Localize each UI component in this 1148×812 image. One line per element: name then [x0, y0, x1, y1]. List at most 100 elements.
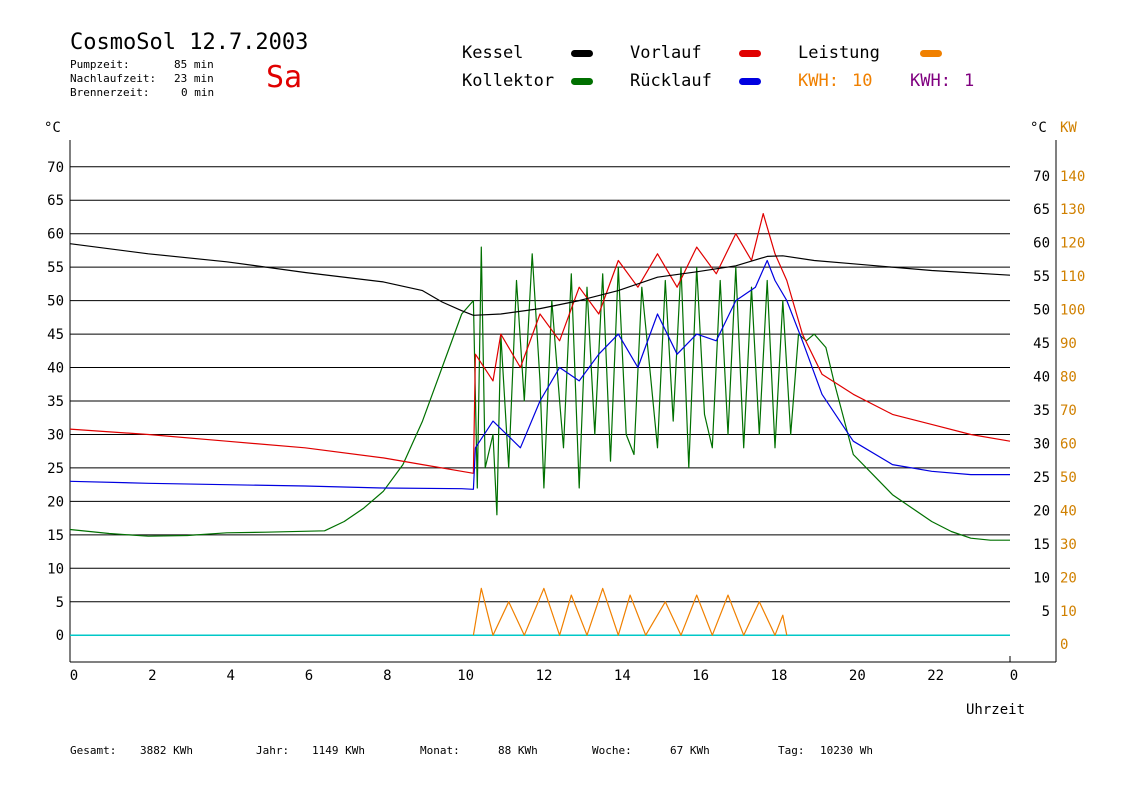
y-tick-left-35: 35: [47, 394, 64, 410]
legend-leistung-swatch: [920, 50, 942, 57]
legend-vorlauf-label: Vorlauf: [630, 43, 702, 63]
series-line-kollektor: [69, 246, 1010, 541]
y-axis-kw-unit: KW: [1060, 120, 1077, 136]
y-tick-kw-60: 60: [1060, 436, 1077, 452]
y-tick-kw-40: 40: [1060, 503, 1077, 519]
x-tick-5: 10: [457, 668, 474, 684]
y-tick-left-40: 40: [47, 361, 64, 377]
footer-gesamt-value: 3882 KWh: [140, 744, 193, 757]
x-tick-6: 12: [536, 668, 553, 684]
stat-nachlaufzeit-label: Nachlaufzeit:: [70, 72, 157, 85]
footer-gesamt-label: Gesamt:: [70, 744, 117, 757]
legend-kollektor-swatch: [571, 78, 593, 85]
y-tick-left-25: 25: [47, 461, 64, 477]
legend-vorlauf-swatch: [739, 50, 761, 57]
series-line-vorlauf: [69, 213, 1011, 474]
chart-axes: [69, 140, 1057, 663]
y-tick-kw-50: 50: [1060, 470, 1077, 486]
legend-kwh2-value: 1: [964, 71, 975, 91]
footer-tag-value: 10230 Wh: [820, 744, 873, 757]
y-tick-kw-90: 90: [1060, 336, 1077, 352]
x-tick-9: 18: [771, 668, 788, 684]
y-tick-kw-140: 140: [1060, 169, 1085, 185]
y-tick-left-5: 5: [56, 595, 64, 611]
footer-tag-label: Tag:: [778, 744, 805, 757]
legend-ruecklauf-label: Rücklauf: [630, 71, 712, 91]
y-tick-left-30: 30: [47, 427, 64, 443]
y-tick-kw-10: 10: [1060, 604, 1077, 620]
y-tick-left-20: 20: [47, 494, 64, 510]
y-tick-right-40: 40: [1033, 370, 1050, 386]
stat-brennerzeit-value: 0 min: [181, 86, 215, 99]
legend-kessel-swatch: [571, 50, 593, 57]
y-tick-right-70: 70: [1033, 169, 1050, 185]
chart-ticks: 0510152025303540455055606570510152025303…: [47, 160, 1085, 684]
x-tick-10: 20: [849, 668, 866, 684]
y-tick-left-0: 0: [56, 628, 64, 644]
y-tick-right-60: 60: [1033, 236, 1050, 252]
y-tick-kw-0: 0: [1060, 637, 1068, 653]
y-tick-right-55: 55: [1033, 269, 1050, 285]
y-tick-left-45: 45: [47, 327, 64, 343]
legend-kessel-label: Kessel: [462, 43, 524, 63]
y-tick-right-5: 5: [1042, 604, 1050, 620]
footer-monat-label: Monat:: [420, 744, 460, 757]
y-tick-right-20: 20: [1033, 503, 1050, 519]
y-tick-right-35: 35: [1033, 403, 1050, 419]
y-tick-left-55: 55: [47, 260, 64, 276]
y-tick-right-45: 45: [1033, 336, 1050, 352]
weekday-label: Sa: [266, 60, 303, 95]
legend-kwh1-value: 10: [852, 71, 873, 91]
x-tick-7: 14: [614, 668, 631, 684]
y-axis-left-unit: °C: [44, 120, 61, 136]
x-tick-11: 22: [927, 668, 944, 684]
y-tick-left-15: 15: [47, 528, 64, 544]
y-tick-right-65: 65: [1033, 202, 1050, 218]
x-tick-3: 6: [305, 668, 313, 684]
y-tick-kw-120: 120: [1060, 236, 1085, 252]
y-tick-kw-30: 30: [1060, 537, 1077, 553]
y-tick-right-10: 10: [1033, 570, 1050, 586]
series-line-rücklauf: [69, 259, 1010, 490]
y-tick-right-25: 25: [1033, 470, 1050, 486]
x-tick-4: 8: [383, 668, 391, 684]
stat-nachlaufzeit-value: 23 min: [174, 72, 214, 85]
legend-kwh1-label: KWH:: [798, 71, 839, 91]
y-tick-left-10: 10: [47, 561, 64, 577]
y-tick-left-60: 60: [47, 227, 64, 243]
y-tick-right-30: 30: [1033, 436, 1050, 452]
y-tick-left-65: 65: [47, 193, 64, 209]
y-tick-right-15: 15: [1033, 537, 1050, 553]
y-tick-kw-20: 20: [1060, 570, 1077, 586]
footer-jahr-label: Jahr:: [256, 744, 290, 757]
stat-brennerzeit-label: Brennerzeit:: [70, 86, 150, 99]
chart-title: CosmoSol 12.7.2003: [70, 30, 309, 55]
y-tick-kw-80: 80: [1060, 370, 1077, 386]
x-tick-8: 16: [692, 668, 709, 684]
chart-series: [69, 213, 1011, 636]
y-tick-left-50: 50: [47, 294, 64, 310]
stat-pumpzeit-label: Pumpzeit:: [70, 58, 130, 71]
x-tick-0: 0: [70, 668, 78, 684]
x-axis-label: Uhrzeit: [966, 702, 1026, 718]
y-tick-kw-110: 110: [1060, 269, 1085, 285]
series-line-kessel: [69, 243, 1011, 316]
stat-pumpzeit-value: 85 min: [174, 58, 214, 71]
legend-ruecklauf-swatch: [739, 78, 761, 85]
x-tick-12: 0: [1010, 668, 1018, 684]
footer-woche-value: 67 KWh: [670, 744, 710, 757]
y-tick-kw-70: 70: [1060, 403, 1077, 419]
series-line-leistung: [472, 587, 788, 636]
x-tick-1: 2: [148, 668, 156, 684]
legend-kwh2-label: KWH:: [910, 71, 951, 91]
footer-jahr-value: 1149 KWh: [312, 744, 365, 757]
legend-kollektor-label: Kollektor: [462, 71, 555, 91]
footer-woche-label: Woche:: [592, 744, 632, 757]
x-tick-2: 4: [226, 668, 234, 684]
footer-monat-value: 88 KWh: [498, 744, 538, 757]
y-tick-kw-100: 100: [1060, 303, 1085, 319]
legend-leistung-label: Leistung: [798, 43, 880, 63]
y-axis-right-unit: °C: [1030, 120, 1047, 136]
y-tick-kw-130: 130: [1060, 202, 1085, 218]
